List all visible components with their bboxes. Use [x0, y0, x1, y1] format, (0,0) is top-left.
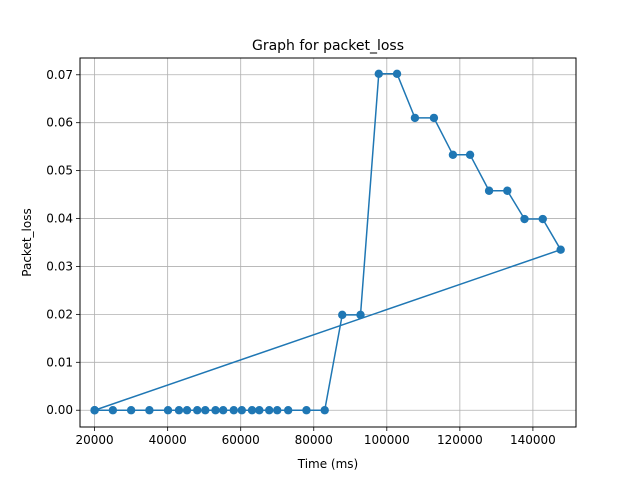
data-point	[193, 406, 202, 415]
data-point	[374, 69, 383, 79]
data-point	[229, 406, 238, 415]
y-tick-label: 0.06	[46, 116, 73, 130]
plot-frame	[79, 57, 577, 428]
x-tick-label: 40000	[149, 433, 187, 447]
data-point	[90, 406, 99, 415]
data-point	[247, 406, 257, 415]
data-point	[392, 69, 402, 79]
y-axis-label: Packet_loss	[20, 208, 34, 276]
y-tick-label: 0.04	[46, 212, 73, 226]
y-tick-label: 0.03	[46, 259, 73, 273]
data-point	[465, 150, 475, 159]
y-tick-label: 0.05	[46, 164, 73, 178]
data-point	[255, 406, 264, 415]
x-tick-label: 100000	[364, 433, 410, 447]
data-point	[429, 113, 439, 123]
data-point	[174, 406, 184, 415]
y-tick-label: 0.01	[46, 355, 73, 369]
y-tick-label: 0.02	[46, 307, 73, 321]
data-point	[273, 406, 282, 415]
data-point	[320, 406, 329, 415]
data-point	[201, 406, 210, 415]
y-tick-label: 0.07	[46, 68, 73, 82]
data-point	[556, 245, 565, 254]
data-point	[108, 406, 118, 415]
data-point	[356, 310, 365, 320]
axis-ticks: 20000 40000 60000 80000 100000 120000 140000 0.…	[46, 68, 556, 447]
data-point	[265, 406, 274, 415]
x-tick-label: 140000	[510, 433, 556, 447]
data-point	[503, 186, 512, 195]
data-point	[218, 406, 228, 415]
data-point	[211, 406, 220, 415]
data-point	[448, 150, 458, 159]
x-tick-label: 60000	[222, 433, 260, 447]
x-axis-label: Time (ms)	[297, 457, 359, 471]
data-point	[484, 186, 494, 195]
x-tick-label: 80000	[295, 433, 333, 447]
chart-title: Graph for packet_loss	[252, 38, 404, 54]
data-point	[410, 113, 420, 123]
data-point	[283, 406, 293, 415]
data-point	[302, 406, 311, 415]
data-point	[145, 406, 154, 415]
y-tick-label: 0.00	[46, 403, 73, 417]
data-point	[237, 406, 246, 415]
x-tick-label: 20000	[76, 433, 114, 447]
data-point	[182, 406, 192, 415]
x-tick-label: 120000	[437, 433, 483, 447]
data-point	[538, 214, 547, 224]
data-point	[520, 214, 529, 224]
data-point	[338, 310, 347, 320]
series-layer	[90, 69, 565, 415]
data-point	[126, 406, 136, 415]
data-point	[163, 406, 173, 415]
